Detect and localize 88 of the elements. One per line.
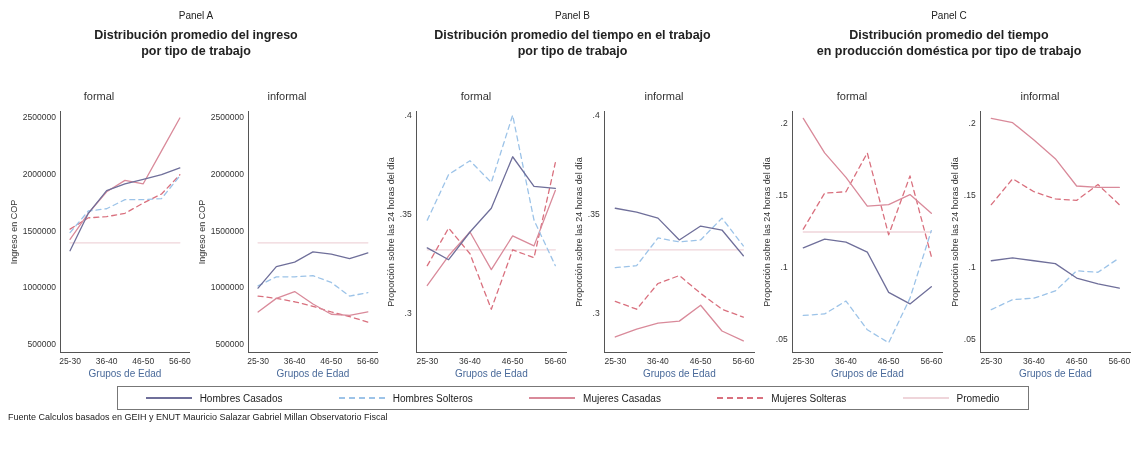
y-tick-label: 2000000 xyxy=(210,169,245,180)
x-tick-label: 46-50 xyxy=(689,356,712,367)
chart-title: informal xyxy=(267,89,307,102)
x-tick-label: 56-60 xyxy=(356,356,379,367)
y-axis-title: Proporción sobre las 24 horas del día xyxy=(761,157,772,307)
text: Panel A xyxy=(177,10,215,21)
y-tick-label: .15 xyxy=(775,190,788,201)
line-series xyxy=(426,162,556,310)
x-tick-label: 36-40 xyxy=(283,356,306,367)
x-tick-label: 25-30 xyxy=(603,356,626,367)
y-axis-title: Ingreso en COP xyxy=(8,199,19,265)
x-tick-label: 56-60 xyxy=(543,356,566,367)
x-tick-label: 36-40 xyxy=(1023,356,1046,367)
text: Distribución promedio del tiempo en el trabajo por tipo de trabajo xyxy=(433,27,712,59)
legend-label: Hombres Casados xyxy=(199,392,283,404)
x-axis-title: Grupos de Edad xyxy=(276,367,350,379)
text: Panel C xyxy=(930,10,968,21)
y-tick-label: 1500000 xyxy=(210,225,245,236)
x-tick-label: 25-30 xyxy=(59,356,82,367)
line-series xyxy=(614,274,744,318)
x-tick-label: 56-60 xyxy=(731,356,754,367)
x-tick-label: 36-40 xyxy=(458,356,481,367)
y-axis-title: Ingreso en COP xyxy=(196,199,207,265)
x-tick-label: 25-30 xyxy=(247,356,270,367)
y-tick-label: .4 xyxy=(592,109,600,120)
line-series xyxy=(802,229,932,344)
line-series xyxy=(257,295,369,323)
y-tick-label: 2500000 xyxy=(22,112,57,123)
legend-label: Mujeres Solteras xyxy=(771,392,847,404)
y-tick-label: .35 xyxy=(587,208,600,219)
y-tick-label: .1 xyxy=(968,262,976,273)
line-series xyxy=(426,114,556,267)
y-tick-label: .3 xyxy=(404,307,412,318)
y-axis-title: Proporción sobre las 24 horas del día xyxy=(949,157,960,307)
line-series xyxy=(990,257,1120,311)
x-tick-label: 46-50 xyxy=(132,356,155,367)
x-axis-title: Grupos de Edad xyxy=(454,367,528,379)
y-tick-label: .05 xyxy=(775,334,788,345)
source-note: Fuente Calculos basados en GEIH y ENUT Mauricio Salazar Gabriel Millan Observatorio Fiscal xyxy=(8,412,389,422)
text: Distribución promedio del tiempo en producción doméstica por tipo de trabajo xyxy=(815,27,1083,59)
y-tick-label: .15 xyxy=(963,190,976,201)
y-tick-label: 500000 xyxy=(27,339,57,350)
x-tick-label: 36-40 xyxy=(95,356,118,367)
x-axis-title: Grupos de Edad xyxy=(88,367,162,379)
y-tick-label: 1500000 xyxy=(22,225,57,236)
y-tick-label: .05 xyxy=(963,334,976,345)
chart-title: formal xyxy=(836,89,868,102)
chart-title: formal xyxy=(83,89,115,102)
x-tick-label: 36-40 xyxy=(646,356,669,367)
x-tick-label: 56-60 xyxy=(168,356,191,367)
y-axis-title: Proporción sobre las 24 horas del día xyxy=(385,157,396,307)
line-series xyxy=(802,152,932,258)
y-tick-label: .4 xyxy=(404,109,412,120)
y-tick-label: .35 xyxy=(399,208,412,219)
legend-label: Promedio xyxy=(956,392,1000,404)
x-axis-title: Grupos de Edad xyxy=(1018,367,1092,379)
y-tick-label: .2 xyxy=(968,118,976,129)
y-tick-label: 1000000 xyxy=(210,282,245,293)
y-tick-label: .2 xyxy=(780,118,788,129)
x-tick-label: 46-50 xyxy=(877,356,900,367)
x-tick-label: 25-30 xyxy=(792,356,815,367)
x-tick-label: 25-30 xyxy=(980,356,1003,367)
line-series xyxy=(257,275,369,297)
legend-label: Hombres Solteros xyxy=(392,392,473,404)
text: Distribución promedio del ingreso por tipo de trabajo xyxy=(93,27,299,59)
x-tick-label: 46-50 xyxy=(320,356,343,367)
x-tick-label: 56-60 xyxy=(920,356,943,367)
y-tick-label: .1 xyxy=(780,262,788,273)
line-series xyxy=(614,217,744,269)
line-series xyxy=(990,178,1120,206)
y-tick-label: 2500000 xyxy=(210,112,245,123)
x-axis-title: Grupos de Edad xyxy=(642,367,716,379)
chart-title: informal xyxy=(1020,89,1060,102)
x-tick-label: 56-60 xyxy=(1108,356,1131,367)
x-axis-title: Grupos de Edad xyxy=(830,367,904,379)
x-tick-label: 25-30 xyxy=(415,356,438,367)
legend-label: Mujeres Casadas xyxy=(583,392,661,404)
y-tick-label: 1000000 xyxy=(22,282,57,293)
chart-title: formal xyxy=(460,89,491,102)
chart-title: informal xyxy=(643,89,684,102)
y-tick-label: 500000 xyxy=(215,339,245,350)
x-tick-label: 36-40 xyxy=(835,356,858,367)
text: Panel B xyxy=(554,10,591,21)
y-tick-label: .3 xyxy=(592,307,600,318)
x-tick-label: 46-50 xyxy=(501,356,524,367)
x-tick-label: 46-50 xyxy=(1065,356,1088,367)
y-axis-title: Proporción sobre las 24 horas del día xyxy=(573,157,584,307)
y-tick-label: 2000000 xyxy=(22,169,57,180)
